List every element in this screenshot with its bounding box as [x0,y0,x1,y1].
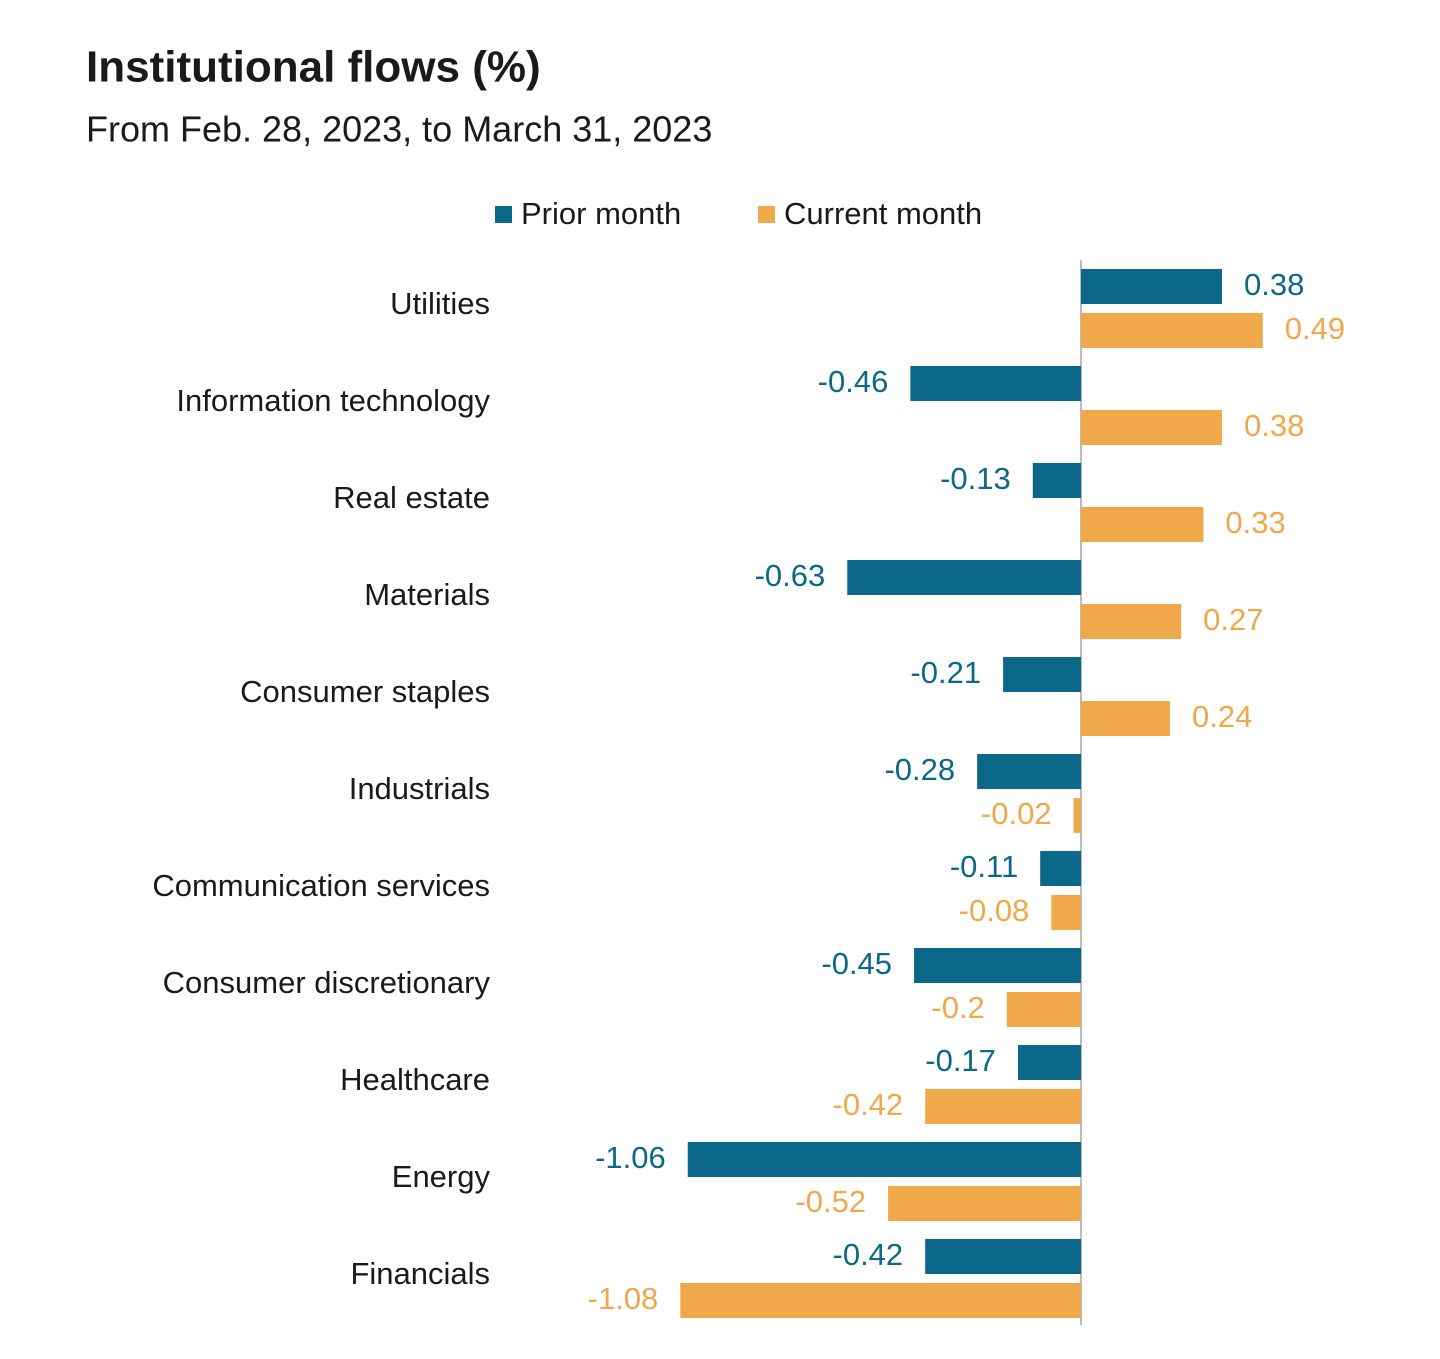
bar [1073,798,1081,833]
chart-title: Institutional flows (%) [86,43,541,92]
bar [1040,851,1081,886]
data-label: -0.02 [981,796,1052,831]
data-label: 0.24 [1192,699,1252,734]
data-label: -0.08 [959,893,1030,928]
bar [1051,895,1081,930]
bar [1006,992,1081,1027]
category-label: Financials [350,1256,490,1291]
bar [1081,410,1222,445]
data-label: -0.45 [821,946,892,981]
bar [687,1142,1081,1177]
data-label: -0.21 [910,655,981,690]
bar [925,1089,1081,1124]
bar [1081,604,1182,639]
category-label: Healthcare [340,1062,490,1097]
legend-label: Prior month [521,196,681,231]
bar [847,560,1081,595]
bar [914,948,1081,983]
data-label: -0.2 [931,990,984,1025]
category-label: Industrials [349,771,490,806]
data-label: -0.11 [950,849,1018,884]
bar [910,366,1081,401]
legend-label: Current month [784,196,982,231]
data-label: -1.08 [588,1281,659,1316]
bar [1081,701,1171,736]
data-label: 0.38 [1244,408,1304,443]
data-label: 0.49 [1285,311,1345,346]
category-label: Communication services [152,868,490,903]
category-label: Information technology [176,383,490,418]
data-label: 0.38 [1244,267,1304,302]
category-label: Consumer staples [240,674,490,709]
data-label: -0.28 [884,752,955,787]
category-label: Consumer discretionary [163,965,491,1000]
data-label: -0.46 [818,364,889,399]
bar [888,1186,1081,1221]
bar [1032,463,1081,498]
data-label: -0.17 [925,1043,996,1078]
bar [680,1283,1081,1318]
bar [1003,657,1081,692]
data-label: -0.13 [940,461,1011,496]
data-label: -0.42 [833,1237,904,1272]
bar [977,754,1081,789]
data-label: -1.06 [595,1140,666,1175]
data-label: 0.33 [1225,505,1285,540]
data-label: -0.52 [795,1184,866,1219]
legend-swatch [758,206,775,223]
bar [1081,507,1204,542]
data-label: -0.63 [755,558,826,593]
bar [1081,313,1263,348]
chart-subtitle: From Feb. 28, 2023, to March 31, 2023 [86,109,712,150]
category-label: Energy [392,1159,491,1194]
data-label: 0.27 [1203,602,1263,637]
legend-swatch [495,206,512,223]
category-label: Utilities [390,286,490,321]
category-label: Real estate [333,480,490,515]
data-label: -0.42 [833,1087,904,1122]
bar [1081,269,1222,304]
bar [1017,1045,1081,1080]
category-label: Materials [364,577,490,612]
bar [925,1239,1081,1274]
